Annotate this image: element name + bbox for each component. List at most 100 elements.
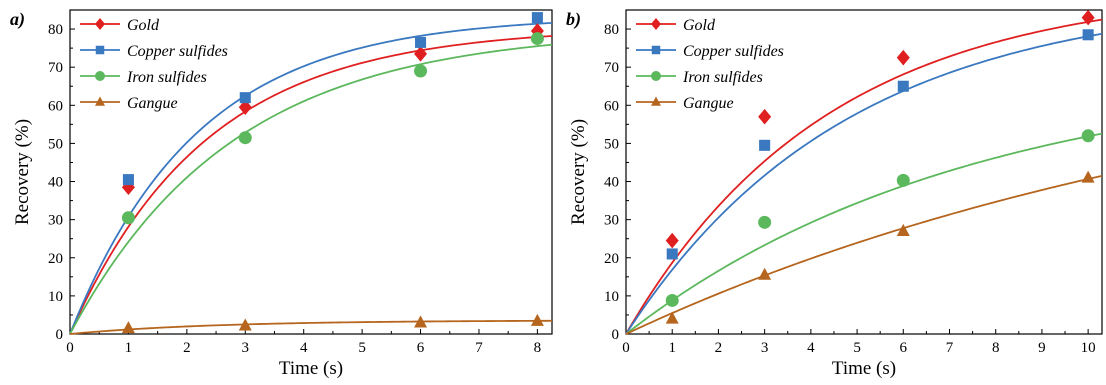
data-point-gangue: [530, 313, 544, 326]
y-tick-label: 60: [604, 98, 619, 114]
data-point-gangue: [758, 267, 772, 280]
y-tick-label: 0: [612, 327, 620, 343]
x-tick-label: 2: [715, 340, 723, 356]
x-tick-label: 0: [66, 340, 74, 356]
data-point-gold: [896, 49, 910, 66]
x-tick-label: 8: [992, 340, 1000, 356]
data-point-iron-sulfides: [530, 32, 544, 46]
data-point-iron-sulfides: [238, 131, 252, 145]
x-tick-label: 0: [622, 340, 630, 356]
data-point-copper-sulfides: [759, 139, 771, 151]
data-point-copper-sulfides: [666, 248, 678, 260]
y-tick-label: 50: [48, 136, 63, 152]
y-tick-label: 40: [604, 175, 619, 191]
legend-marker: [651, 45, 661, 55]
data-point-iron-sulfides: [1081, 129, 1095, 143]
x-tick-label: 6: [900, 340, 908, 356]
data-point-copper-sulfides: [531, 12, 543, 24]
data-point-gangue: [896, 223, 910, 236]
data-point-gangue: [121, 321, 135, 334]
panel-label: a): [10, 9, 25, 30]
legend-entry: Copper sulfides: [127, 43, 228, 60]
data-point-gold: [1081, 9, 1095, 26]
y-tick-label: 40: [48, 175, 63, 191]
data-point-copper-sulfides: [415, 36, 427, 48]
data-point-gangue: [238, 318, 252, 331]
legend-entry: Gangue: [683, 95, 734, 112]
y-tick-label: 10: [48, 289, 63, 305]
y-tick-label: 30: [48, 213, 63, 229]
legend-entry: Gangue: [127, 95, 178, 112]
fit-line-gangue: [69, 319, 553, 335]
legend-entry: Gold: [127, 17, 160, 34]
legend-marker: [95, 71, 105, 81]
legend-entry: Iron sulfides: [126, 69, 207, 86]
x-tick-label: 10: [1081, 340, 1096, 356]
x-tick-label: 5: [853, 340, 861, 356]
data-point-gold: [758, 108, 772, 125]
data-point-gold: [414, 46, 428, 62]
legend-marker: [95, 18, 105, 30]
data-point-gangue: [1081, 170, 1095, 183]
plot-frame: [69, 9, 553, 335]
legend-marker: [651, 96, 661, 106]
fit-line-iron-sulfides: [69, 43, 553, 335]
y-tick-label: 0: [56, 327, 64, 343]
y-tick-label: 60: [48, 98, 63, 114]
x-tick-label: 3: [242, 340, 250, 356]
y-tick-label: 70: [48, 60, 63, 76]
panel-label: b): [566, 9, 581, 30]
y-axis-title: Recovery (%): [568, 119, 589, 225]
legend-marker: [651, 71, 661, 81]
y-axis-title: Recovery (%): [12, 119, 33, 225]
legend-entry: Iron sulfides: [682, 69, 763, 86]
x-tick-label: 3: [761, 340, 769, 356]
data-point-copper-sulfides: [239, 92, 251, 104]
data-point-iron-sulfides: [896, 173, 910, 187]
data-point-gangue: [665, 311, 679, 324]
data-point-gold: [238, 99, 252, 115]
data-point-copper-sulfides: [897, 80, 909, 92]
y-tick-label: 80: [48, 22, 63, 38]
x-tick-label: 9: [1038, 340, 1046, 356]
x-tick-label: 4: [807, 340, 815, 356]
legend-marker: [95, 96, 105, 106]
legend-marker: [95, 45, 105, 55]
y-tick-label: 80: [604, 22, 619, 38]
legend-entry: Gold: [683, 17, 716, 34]
fit-line-iron-sulfides: [625, 132, 1103, 335]
plot-frame: [625, 9, 1103, 335]
data-point-gold: [121, 179, 135, 196]
x-axis-title: Time (s): [832, 358, 896, 379]
y-tick-label: 20: [604, 251, 619, 267]
fit-line-copper-sulfides: [69, 21, 553, 335]
x-tick-label: 1: [668, 340, 676, 356]
data-point-iron-sulfides: [121, 211, 135, 225]
x-axis-title: Time (s): [279, 358, 343, 379]
x-tick-label: 1: [125, 340, 133, 356]
x-tick-label: 4: [300, 340, 308, 356]
y-tick-label: 70: [604, 60, 619, 76]
x-tick-label: 6: [417, 340, 425, 356]
data-point-iron-sulfides: [414, 64, 428, 78]
y-tick-label: 30: [604, 213, 619, 229]
x-tick-label: 7: [475, 340, 483, 356]
legend-marker: [651, 18, 661, 30]
data-point-copper-sulfides: [1082, 29, 1094, 41]
data-point-iron-sulfides: [665, 293, 679, 307]
x-tick-label: 2: [183, 340, 191, 356]
y-tick-label: 50: [604, 136, 619, 152]
y-tick-label: 20: [48, 251, 63, 267]
legend-entry: Copper sulfides: [683, 43, 784, 60]
data-point-gangue: [414, 315, 428, 328]
data-point-copper-sulfides: [122, 174, 134, 186]
fit-line-gangue: [625, 174, 1103, 335]
data-point-gold: [665, 232, 679, 249]
fit-line-gold: [625, 18, 1103, 335]
x-tick-label: 8: [534, 340, 542, 356]
y-tick-label: 10: [604, 289, 619, 305]
data-point-iron-sulfides: [758, 215, 772, 229]
fit-line-gold: [69, 35, 553, 335]
x-tick-label: 5: [358, 340, 366, 356]
